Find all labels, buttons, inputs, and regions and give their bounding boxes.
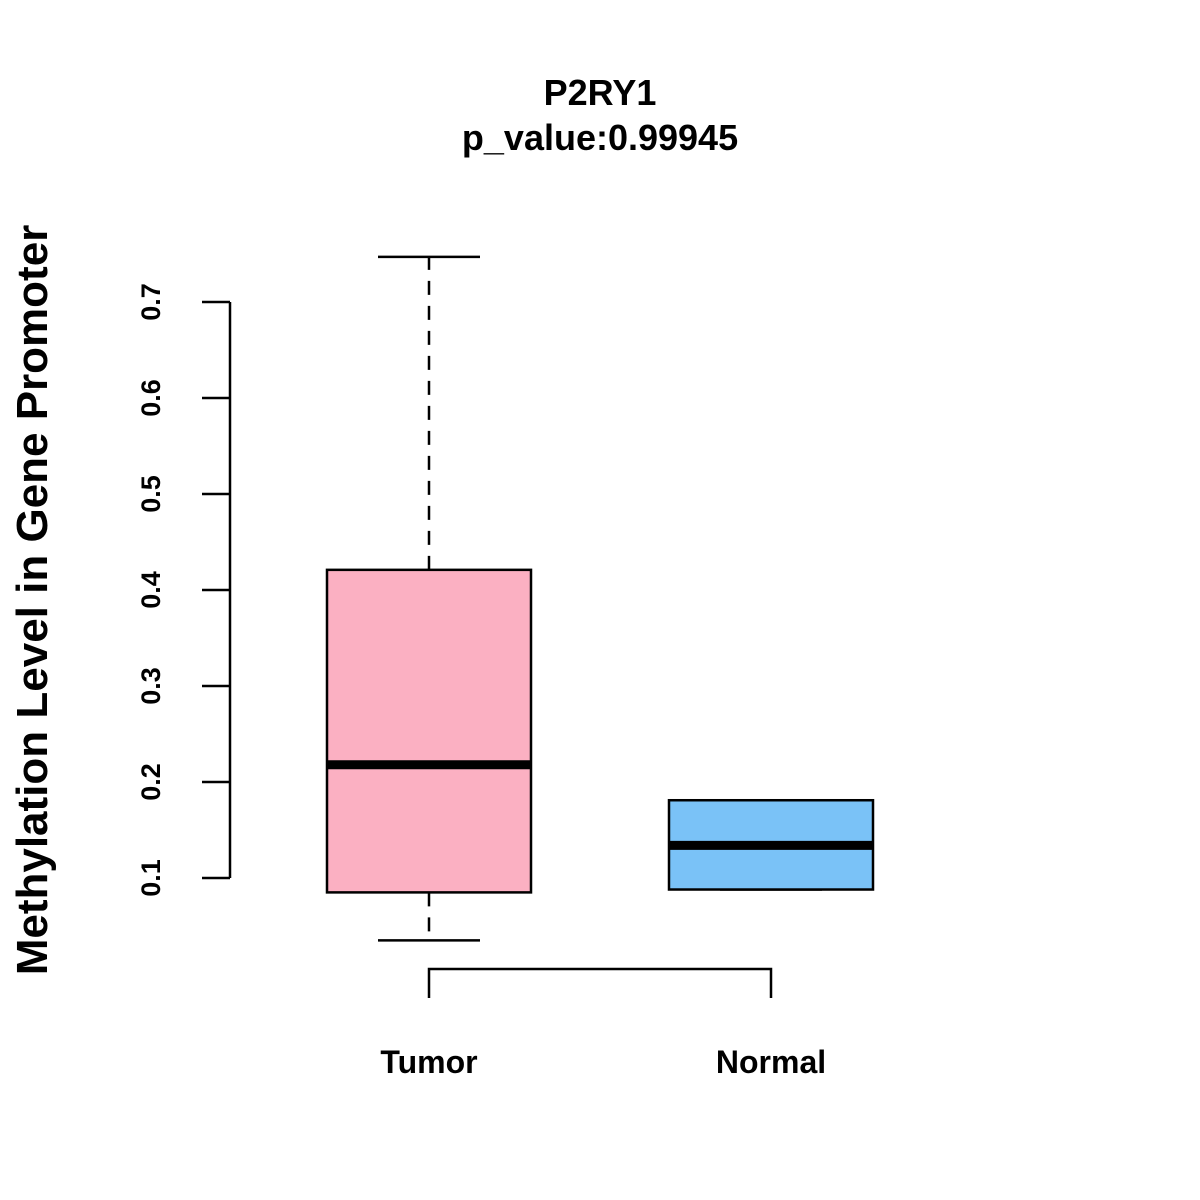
box-normal [667, 798, 875, 891]
boxes-group [325, 255, 875, 942]
y-axis: 0.1 0.2 0.3 0.4 0.5 0.6 0.7 [136, 283, 232, 897]
y-tick-label: 0.3 [136, 667, 166, 705]
y-tick-label: 0.7 [136, 283, 166, 321]
bracket-line [427, 967, 773, 998]
y-tick-label: 0.5 [136, 475, 166, 513]
y-tick-label: 0.2 [136, 763, 166, 801]
x-axis-category-labels: Tumor Normal [380, 1044, 826, 1080]
chart-subtitle: p_value:0.99945 [462, 117, 738, 158]
comparison-bracket [427, 967, 773, 998]
y-tick-label: 0.4 [136, 571, 166, 609]
y-axis-label: Methylation Level in Gene Promoter [8, 225, 57, 976]
y-tick-label: 0.6 [136, 379, 166, 417]
x-category-label-normal: Normal [716, 1044, 826, 1080]
y-tick-label: 0.1 [136, 859, 166, 897]
chart-title: P2RY1 [544, 72, 657, 113]
box-tumor [325, 255, 533, 942]
x-category-label-tumor: Tumor [380, 1044, 477, 1080]
box-iqr [325, 568, 533, 894]
